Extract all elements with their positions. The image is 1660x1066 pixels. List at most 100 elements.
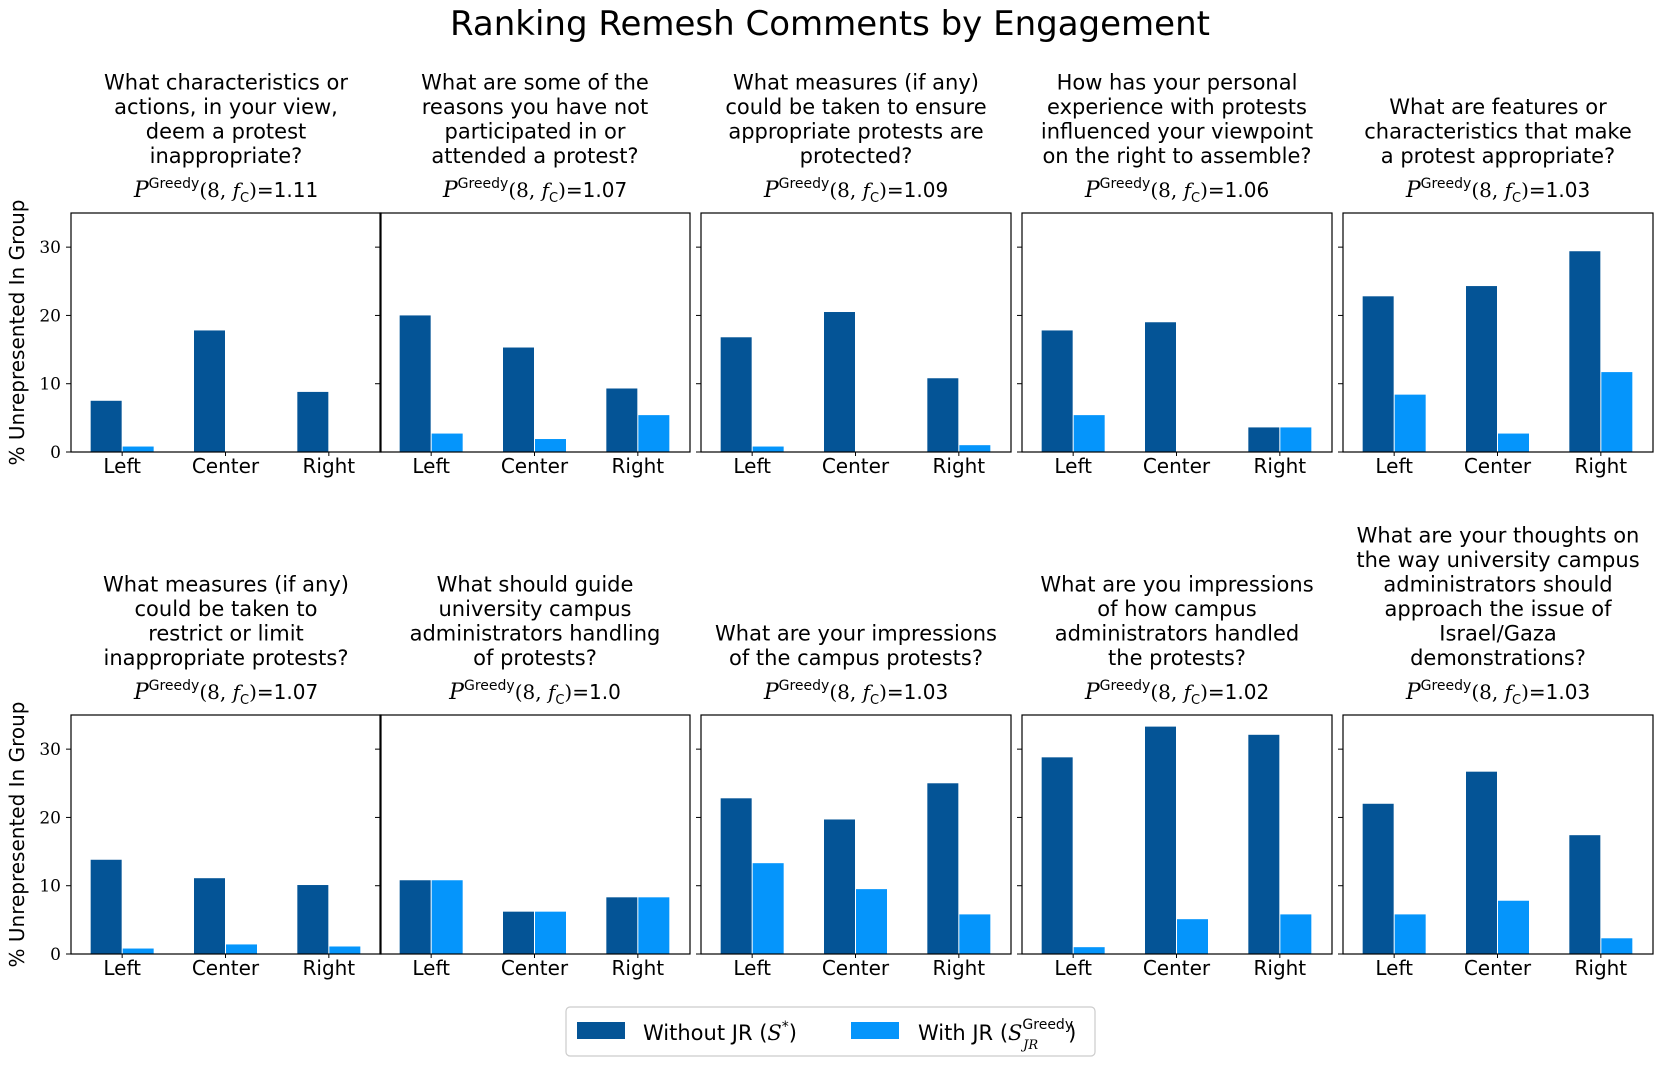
panel-title-line: characteristics that make — [1364, 120, 1632, 144]
x-tick-label: Right — [302, 454, 355, 478]
bar-with-jr-center — [535, 911, 566, 954]
bar-with-jr-left — [1394, 914, 1426, 954]
panel-title-line: could be taken to ensure — [725, 95, 986, 119]
metric-label: PGreedy(8, fC)=1.03 — [1405, 678, 1590, 708]
bar-without-jr-right — [606, 897, 638, 954]
axes-frame — [379, 714, 691, 955]
bar-without-jr-center — [503, 911, 534, 954]
bar-with-jr-left — [122, 446, 154, 452]
panel-title-line: the protests? — [1108, 646, 1246, 670]
bar-without-jr-center — [824, 819, 855, 954]
bar-without-jr-center — [503, 347, 534, 452]
panel-title-line: What are your impressions — [715, 622, 997, 646]
x-tick-label: Left — [1375, 956, 1413, 980]
axes-frame — [379, 212, 691, 453]
panel-title-line: Israel/Gaza — [1439, 622, 1557, 646]
bar-with-jr-center — [1498, 433, 1529, 452]
x-tick-label: Center — [822, 454, 890, 478]
panel-title-line: of protests? — [473, 646, 597, 670]
panel-title-line: protected? — [800, 144, 913, 168]
panel-title-line: What are you impressions — [1040, 573, 1313, 597]
x-tick-label: Center — [501, 454, 569, 478]
legend-box — [565, 1006, 1096, 1057]
bar-without-jr-center — [1466, 771, 1497, 954]
bar-without-jr-left — [399, 315, 431, 452]
panel-8: PGreedy(8, fC)=1.03 What are your impress… — [696, 622, 1012, 980]
panel-2: PGreedy(8, fC)=1.07 What are some of ther… — [375, 71, 691, 478]
axes-frame — [70, 212, 382, 453]
panel-title-line: approach the issue of — [1385, 597, 1613, 621]
metric-label: PGreedy(8, fC)=1.07 — [442, 176, 627, 206]
x-tick-label: Center — [1464, 454, 1532, 478]
x-tick-label: Right — [932, 956, 985, 980]
panel-5: PGreedy(8, fC)=1.03 What are features orc… — [1338, 95, 1654, 478]
legend-swatch-without-jr — [577, 1022, 625, 1039]
panel-title-line: actions, in your view, — [114, 95, 338, 119]
panel-title-line: inappropriate? — [150, 144, 303, 168]
bar-without-jr-left — [90, 400, 122, 452]
panel-title-line: of how campus — [1097, 597, 1256, 621]
bar-without-jr-right — [1248, 427, 1280, 452]
bar-with-jr-right — [959, 914, 991, 954]
panel-9: PGreedy(8, fC)=1.02 What are you impressi… — [1017, 573, 1333, 980]
x-tick-label: Center — [1143, 956, 1211, 980]
x-tick-label: Left — [412, 956, 450, 980]
bar-with-jr-center — [856, 889, 887, 954]
bar-without-jr-left — [1041, 757, 1073, 954]
y-tick-label: 20 — [39, 306, 61, 326]
metric-label: PGreedy(8, fC)=1.02 — [1084, 678, 1269, 708]
panel-4: PGreedy(8, fC)=1.06 How has your personal… — [1017, 71, 1333, 478]
bar-without-jr-right — [1569, 251, 1601, 452]
y-tick-label: 0 — [50, 443, 61, 463]
panel-title-line: experience with protests — [1047, 95, 1307, 119]
metric-label: PGreedy(8, fC)=1.0 — [448, 678, 621, 708]
bar-with-jr-right — [638, 897, 670, 954]
bar-without-jr-left — [1362, 803, 1394, 954]
axes-frame — [1021, 212, 1333, 453]
bar-without-jr-center — [194, 878, 225, 954]
y-tick-label: 30 — [39, 740, 61, 760]
bar-with-jr-right — [329, 946, 361, 954]
x-tick-label: Right — [1574, 956, 1627, 980]
x-tick-label: Left — [733, 454, 771, 478]
x-tick-label: Center — [822, 956, 890, 980]
x-tick-label: Left — [412, 454, 450, 478]
bar-with-jr-center — [1498, 900, 1529, 954]
bar-with-jr-right — [1280, 427, 1312, 452]
panel-title-line: What should guide — [437, 573, 634, 597]
legend-swatch-with-jr — [851, 1022, 899, 1039]
x-tick-label: Left — [1054, 956, 1092, 980]
panel-title-line: What are some of the — [421, 71, 649, 95]
panel-title-line: How has your personal — [1057, 71, 1298, 95]
x-tick-label: Right — [302, 956, 355, 980]
metric-label: PGreedy(8, fC)=1.07 — [133, 678, 318, 708]
x-tick-label: Right — [611, 956, 664, 980]
x-tick-label: Left — [733, 956, 771, 980]
y-tick-label: 0 — [50, 945, 61, 965]
bar-with-jr-left — [122, 948, 154, 954]
bar-with-jr-right — [1601, 938, 1633, 954]
panel-title-line: demonstrations? — [1410, 646, 1586, 670]
panel-title-line: on the right to assemble? — [1042, 144, 1311, 168]
bar-with-jr-left — [1073, 947, 1105, 954]
y-tick-label: 10 — [39, 877, 61, 897]
panel-title-line: a protest appropriate? — [1381, 144, 1615, 168]
bar-without-jr-right — [297, 885, 329, 954]
legend: Without JR (S*) With JR (SGreedy JR) — [565, 1006, 1096, 1057]
y-tick-label: 20 — [39, 808, 61, 828]
bar-without-jr-right — [606, 388, 638, 452]
bar-without-jr-left — [720, 337, 752, 452]
panel-10: PGreedy(8, fC)=1.03 What are your thought… — [1338, 524, 1654, 980]
panel-title-line: influenced your viewpoint — [1041, 120, 1313, 144]
bar-without-jr-center — [1145, 322, 1176, 452]
metric-label: PGreedy(8, fC)=1.03 — [763, 678, 948, 708]
bar-without-jr-center — [1466, 286, 1497, 452]
panel-1: PGreedy(8, fC)=1.11 What characteristics … — [5, 71, 382, 478]
x-tick-label: Left — [103, 454, 141, 478]
metric-label: PGreedy(8, fC)=1.11 — [133, 176, 318, 206]
panel-title-line: university campus — [439, 597, 632, 621]
x-tick-label: Center — [1464, 956, 1532, 980]
axes-frame — [1342, 212, 1654, 453]
legend-label-without-jr: Without JR (S*) — [643, 1019, 797, 1045]
